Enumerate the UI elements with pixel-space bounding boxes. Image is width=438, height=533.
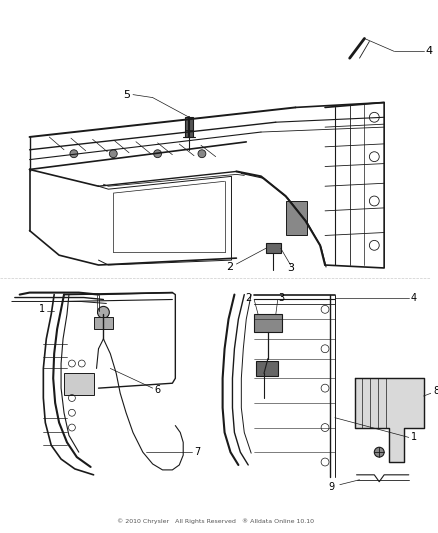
Text: © 2010 Chrysler   All Rights Reserved   ® Alldata Online 10.10: © 2010 Chrysler All Rights Reserved ® Al… (117, 518, 314, 524)
Text: 7: 7 (194, 447, 200, 457)
Text: 1: 1 (39, 304, 46, 314)
Circle shape (374, 447, 384, 457)
Text: 1: 1 (411, 432, 417, 442)
Bar (185, 117, 193, 137)
Bar (64, 374, 94, 395)
Circle shape (70, 150, 78, 158)
Bar (256, 360, 278, 376)
Bar (94, 317, 113, 329)
Text: 6: 6 (155, 385, 161, 395)
Text: 9: 9 (329, 482, 335, 491)
Circle shape (198, 150, 206, 158)
Text: 3: 3 (279, 293, 285, 303)
Text: 4: 4 (411, 293, 417, 303)
Text: 8: 8 (433, 386, 438, 396)
Circle shape (154, 150, 162, 158)
Text: 3: 3 (288, 263, 295, 273)
Bar (254, 314, 282, 332)
Text: 2: 2 (226, 262, 234, 272)
Text: 5: 5 (123, 90, 130, 100)
Bar (286, 201, 307, 236)
Text: 2: 2 (245, 293, 251, 303)
Circle shape (110, 150, 117, 158)
Text: 4: 4 (426, 46, 433, 56)
Bar (266, 244, 281, 253)
Circle shape (98, 306, 110, 318)
Polygon shape (355, 378, 424, 462)
